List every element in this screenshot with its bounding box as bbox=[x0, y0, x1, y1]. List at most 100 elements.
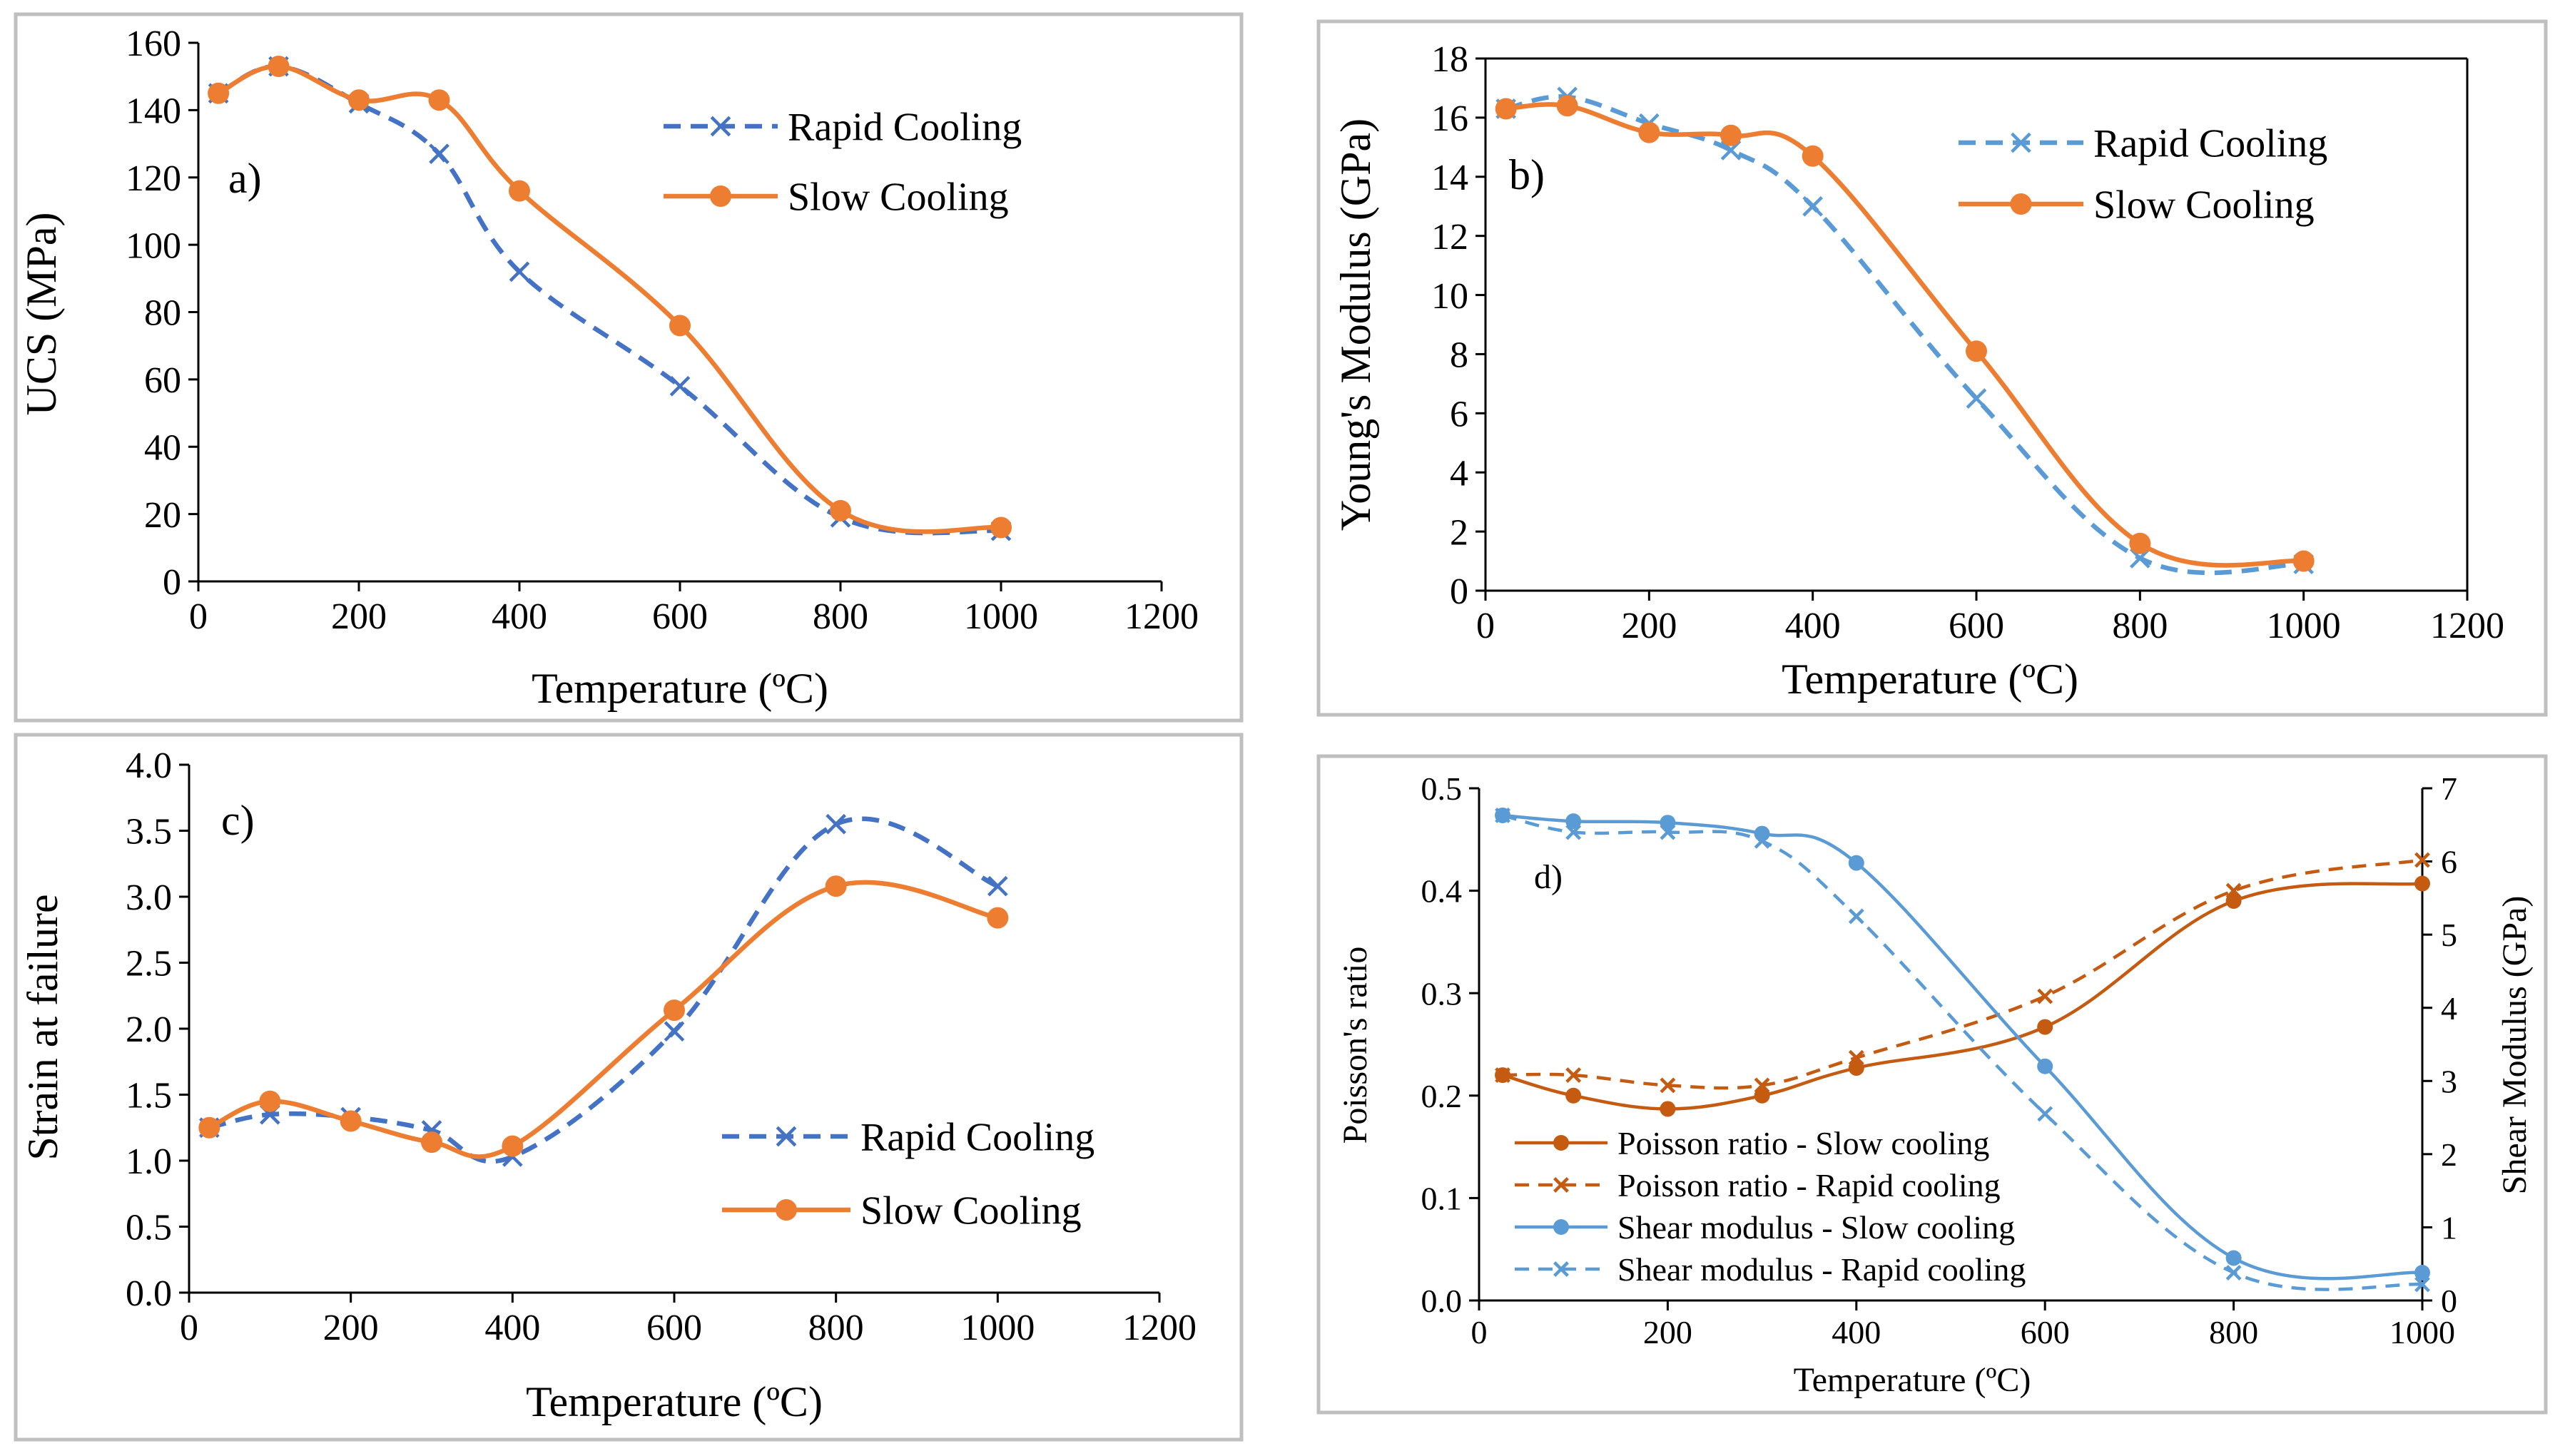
y-tick-label: 2 bbox=[1450, 512, 1468, 553]
legend-entry: Rapid Cooling bbox=[664, 106, 1022, 150]
y-tick-label: 1.0 bbox=[126, 1141, 172, 1182]
legend-label: Poisson ratio - Slow cooling bbox=[1617, 1125, 1989, 1161]
data-point bbox=[2225, 892, 2242, 909]
data-point bbox=[669, 315, 691, 337]
y-tick-label: 140 bbox=[126, 91, 181, 132]
y-tick-label: 0.0 bbox=[126, 1273, 172, 1314]
data-point bbox=[2292, 550, 2315, 572]
legend-entry: Slow Cooling bbox=[1959, 183, 2315, 228]
y-tick-label: 10 bbox=[1431, 276, 1468, 317]
data-point bbox=[1802, 195, 1824, 217]
x-axis-label: Temperature (ºC) bbox=[1794, 1361, 2031, 1399]
y-axis-label: UCS (MPa) bbox=[18, 212, 65, 415]
x-tick-label: 1000 bbox=[2389, 1314, 2455, 1350]
data-point bbox=[1638, 121, 1660, 143]
y-tick-label: 18 bbox=[1431, 39, 1468, 80]
y-tick-label: 8 bbox=[1450, 335, 1468, 376]
y-tick-label: 0.5 bbox=[1421, 770, 1463, 807]
y-axis-label: Strain at failure bbox=[19, 894, 66, 1160]
legend-label: Slow Cooling bbox=[2093, 183, 2315, 228]
x-tick-label: 1000 bbox=[960, 1308, 1035, 1348]
legend-entry: Rapid Cooling bbox=[1959, 122, 2327, 166]
data-point bbox=[2037, 1106, 2053, 1122]
data-point bbox=[348, 89, 370, 111]
chart-b: 0 200 400 600 800 1000 1200 0 2 4 6 8 10 12 14 16 18 Temp… bbox=[1332, 39, 2504, 703]
data-point bbox=[664, 1021, 685, 1042]
data-point bbox=[268, 56, 290, 78]
x-tick-label: 0 bbox=[180, 1308, 198, 1348]
data-point bbox=[502, 1135, 524, 1157]
data-point bbox=[2037, 1019, 2053, 1035]
panel-label: b) bbox=[1509, 151, 1545, 198]
data-point bbox=[1565, 1067, 1582, 1084]
data-point bbox=[1565, 813, 1582, 830]
x-tick-label: 200 bbox=[323, 1308, 379, 1348]
data-point bbox=[421, 1131, 442, 1154]
y-axis-label: Young's Modulus (GPa) bbox=[1332, 118, 1379, 531]
legend-marker bbox=[776, 1126, 797, 1147]
y-tick-label: 100 bbox=[126, 225, 181, 266]
x-tick-label: 800 bbox=[808, 1308, 864, 1348]
series-poisson-ratio-rapid-cooling bbox=[1495, 852, 2430, 1094]
data-point bbox=[990, 516, 1012, 539]
y-tick-label: 3.5 bbox=[126, 812, 172, 852]
data-point bbox=[2225, 882, 2242, 899]
data-point bbox=[2414, 852, 2430, 868]
series-slow-cooling bbox=[208, 56, 1012, 539]
data-point bbox=[987, 907, 1009, 929]
y-tick-label: 40 bbox=[144, 427, 181, 468]
chart-c: 0 200 400 600 800 1000 1200 0.0 0.5 1.0 1.5 2.0 2.5 3… bbox=[19, 745, 1197, 1425]
y-tick-label: 80 bbox=[144, 293, 181, 334]
y-tick-label: 4 bbox=[1450, 453, 1468, 494]
x-tick-label: 200 bbox=[331, 596, 387, 637]
y-tick-label: 3.0 bbox=[126, 877, 172, 918]
legend-marker bbox=[1553, 1219, 1569, 1235]
series-slow-cooling bbox=[1495, 95, 2315, 572]
legend-label: Shear modulus - Slow cooling bbox=[1617, 1209, 2015, 1246]
y-tick-label: 0.4 bbox=[1421, 873, 1463, 910]
data-point bbox=[1754, 1077, 1770, 1094]
data-point bbox=[1966, 340, 1987, 362]
data-point bbox=[1966, 388, 1987, 409]
data-point bbox=[1754, 833, 1770, 849]
x-tick-label: 1200 bbox=[2430, 606, 2504, 646]
y2-tick-label: 2 bbox=[2441, 1136, 2457, 1173]
panel-a-frame bbox=[14, 12, 1244, 723]
x-tick-label: 600 bbox=[646, 1308, 702, 1348]
x-axis-label: Temperature (ºC) bbox=[1782, 656, 2078, 703]
data-point bbox=[1556, 95, 1578, 117]
panel-d-frame bbox=[1316, 754, 2548, 1415]
y-tick-label: 0.1 bbox=[1421, 1181, 1463, 1217]
y2-tick-label: 4 bbox=[2441, 990, 2457, 1027]
legend-marker bbox=[710, 185, 731, 207]
y2-tick-label: 6 bbox=[2441, 844, 2457, 880]
legend-entry: Shear modulus - Rapid cooling bbox=[1515, 1251, 2026, 1288]
y2-tick-label: 0 bbox=[2441, 1283, 2457, 1319]
y-tick-label: 2.0 bbox=[126, 1009, 172, 1050]
legend-entry: Slow Cooling bbox=[722, 1189, 1082, 1233]
legend-label: Rapid Cooling bbox=[788, 106, 1022, 150]
x-tick-label: 400 bbox=[484, 1308, 540, 1348]
y-tick-label: 0.2 bbox=[1421, 1078, 1463, 1114]
legend-entry: Poisson ratio - Rapid cooling bbox=[1515, 1167, 2001, 1203]
legend-entry: Rapid Cooling bbox=[722, 1116, 1094, 1160]
data-point bbox=[826, 813, 847, 835]
y-tick-label: 0.0 bbox=[1421, 1283, 1463, 1319]
x-tick-label: 1200 bbox=[1124, 596, 1199, 637]
data-point bbox=[1565, 824, 1582, 840]
data-point bbox=[2225, 1265, 2242, 1281]
x-tick-label: 0 bbox=[1476, 606, 1495, 646]
data-point bbox=[1720, 124, 1742, 146]
x-tick-label: 0 bbox=[1471, 1314, 1488, 1350]
legend-marker bbox=[2011, 132, 2031, 153]
x-tick-label: 800 bbox=[2112, 606, 2168, 646]
series-poisson-ratio-slow-cooling bbox=[1495, 875, 2430, 1117]
x-tick-label: 400 bbox=[492, 596, 547, 637]
x-tick-label: 400 bbox=[1785, 606, 1841, 646]
y-tick-label: 14 bbox=[1431, 158, 1468, 198]
data-point bbox=[509, 180, 530, 202]
x-tick-label: 600 bbox=[2021, 1314, 2070, 1350]
x-tick-label: 1000 bbox=[964, 596, 1038, 637]
data-point bbox=[1754, 1087, 1770, 1104]
